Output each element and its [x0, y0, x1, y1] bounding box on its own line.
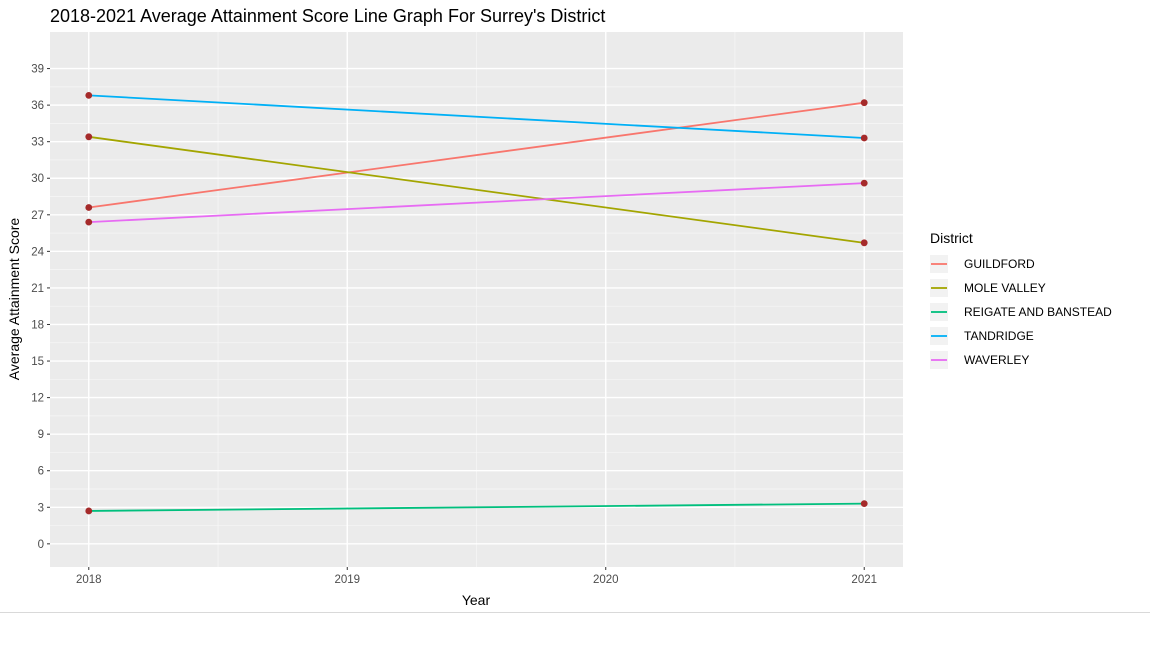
y-tick-label: 36	[31, 100, 44, 112]
data-point-mole-valley	[860, 239, 868, 247]
series-line-reigate-and-banstead	[88, 502, 865, 512]
legend-label: GUILDFORD	[964, 257, 1035, 271]
legend-label: REIGATE AND BANSTEAD	[964, 305, 1112, 319]
legend-label: WAVERLEY	[964, 353, 1029, 367]
legend-label: TANDRIDGE	[964, 329, 1034, 343]
y-tick-label: 24	[31, 246, 44, 258]
series-line-waverley	[88, 182, 865, 224]
legend-item-waverley: WAVERLEY	[930, 351, 1029, 369]
legend-item-reigate-and-banstead: REIGATE AND BANSTEAD	[930, 303, 1112, 321]
y-tick-label: 21	[31, 283, 44, 295]
y-tick-label: 6	[38, 466, 44, 478]
legend-title: District	[930, 230, 973, 246]
legend-item-guildford: GUILDFORD	[930, 255, 1035, 273]
y-tick-label: 30	[31, 173, 44, 185]
y-tick-label: 0	[38, 539, 44, 551]
x-axis-title: Year	[462, 592, 491, 608]
x-tick-label: 2019	[334, 574, 360, 586]
data-point-waverley	[860, 179, 868, 187]
y-tick-label: 9	[38, 429, 44, 441]
bottom-divider	[0, 612, 1150, 613]
data-point-reigate-and-banstead	[85, 507, 93, 515]
grid-major	[50, 32, 903, 567]
y-tick-label: 18	[31, 319, 44, 331]
grid-minor	[50, 32, 903, 567]
x-tick-label: 2020	[593, 574, 619, 586]
y-tick-label: 39	[31, 64, 44, 76]
series-points	[85, 91, 868, 515]
y-tick-label: 33	[31, 137, 44, 149]
data-point-tandridge	[85, 91, 93, 99]
y-tick-label: 15	[31, 356, 44, 368]
chart-title: 2018-2021 Average Attainment Score Line …	[50, 6, 605, 26]
data-point-guildford	[860, 99, 868, 107]
y-tick-label: 3	[38, 502, 44, 514]
data-point-guildford	[85, 204, 93, 211]
legend: District GUILDFORD MOLE VALLEY REIGATE AND…	[930, 230, 1112, 369]
legend-label: MOLE VALLEY	[964, 281, 1046, 295]
data-point-tandridge	[860, 134, 868, 142]
series-line-tandridge	[88, 94, 865, 139]
y-tick-label: 12	[31, 393, 44, 405]
legend-item-tandridge: TANDRIDGE	[930, 327, 1034, 345]
data-point-waverley	[85, 218, 93, 226]
x-tick-label: 2018	[76, 574, 102, 586]
x-tick-label: 2021	[851, 574, 877, 586]
series-lines	[88, 94, 865, 512]
data-point-reigate-and-banstead	[860, 500, 868, 508]
legend-items: GUILDFORD MOLE VALLEY REIGATE AND BANSTEAD…	[930, 255, 1112, 369]
series-line-mole-valley	[88, 135, 865, 244]
legend-item-mole-valley: MOLE VALLEY	[930, 279, 1046, 297]
x-axis: 2018 2019 2020 2021	[76, 567, 877, 586]
data-point-mole-valley	[85, 133, 93, 141]
series-line-guildford	[88, 101, 865, 209]
y-axis-title: Average Attainment Score	[6, 218, 22, 381]
y-tick-label: 27	[31, 210, 44, 222]
